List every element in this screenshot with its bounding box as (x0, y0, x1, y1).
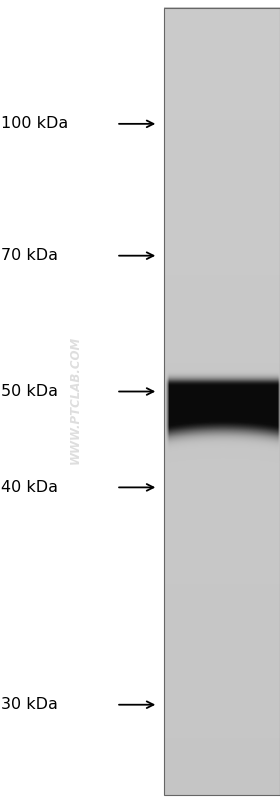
Text: 100 kDa: 100 kDa (1, 117, 69, 131)
Text: 40 kDa: 40 kDa (1, 480, 59, 495)
Text: 70 kDa: 70 kDa (1, 248, 59, 263)
Text: 30 kDa: 30 kDa (1, 698, 58, 712)
Text: WWW.PTCLAB.COM: WWW.PTCLAB.COM (69, 336, 82, 463)
Bar (164, 8, 280, 795)
Text: 50 kDa: 50 kDa (1, 384, 59, 399)
